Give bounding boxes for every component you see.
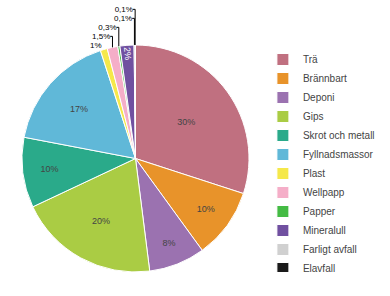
svg-text:Farligt avfall: Farligt avfall — [303, 244, 357, 255]
svg-text:Plast: Plast — [303, 168, 325, 179]
svg-text:30%: 30% — [177, 117, 195, 127]
svg-text:8%: 8% — [162, 238, 175, 248]
svg-text:20%: 20% — [92, 216, 110, 226]
svg-text:0,3%: 0,3% — [98, 23, 116, 32]
svg-text:1,5%: 1,5% — [92, 32, 110, 41]
svg-text:Fyllnadsmassor: Fyllnadsmassor — [303, 149, 374, 160]
svg-text:2%: 2% — [122, 47, 133, 61]
svg-text:0,1%: 0,1% — [115, 5, 133, 14]
svg-text:Skrot och metall: Skrot och metall — [303, 130, 375, 141]
svg-text:Elavfall: Elavfall — [303, 263, 335, 272]
svg-text:Deponi: Deponi — [303, 92, 335, 103]
svg-text:17%: 17% — [70, 104, 88, 114]
svg-text:Mineralull: Mineralull — [303, 225, 346, 236]
svg-text:Brännbart: Brännbart — [303, 73, 347, 84]
svg-text:1%: 1% — [90, 41, 102, 50]
svg-text:Wellpapp: Wellpapp — [303, 187, 345, 198]
svg-text:10%: 10% — [40, 164, 58, 174]
svg-text:Trä: Trä — [303, 54, 318, 65]
svg-text:Gips: Gips — [303, 111, 324, 122]
svg-text:Papper: Papper — [303, 206, 336, 217]
svg-text:10%: 10% — [197, 204, 215, 214]
svg-text:0,1%: 0,1% — [114, 14, 132, 23]
